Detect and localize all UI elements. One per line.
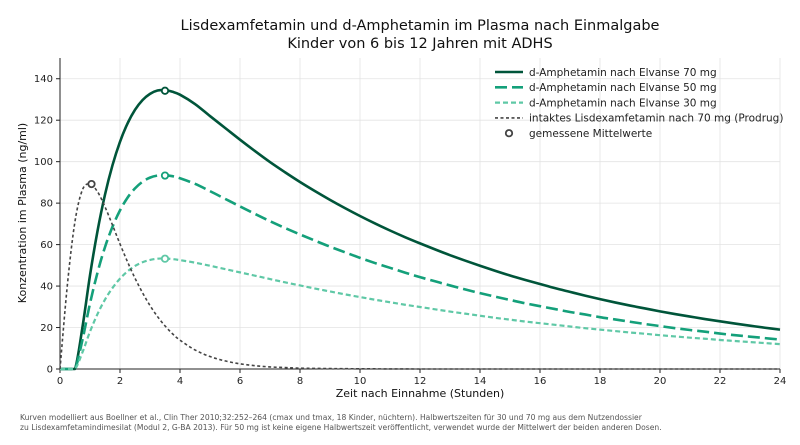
- y-tick-label: 120: [34, 116, 53, 127]
- x-tick-label: 10: [354, 376, 367, 387]
- y-tick-label: 60: [40, 240, 53, 251]
- measured-mean-point-4: [87, 179, 96, 189]
- legend-label-markers: gemessene Mittelwerte: [529, 128, 652, 140]
- series-line-1: [60, 88, 781, 371]
- measured-mean-point-1: [160, 86, 170, 95]
- x-tick-label: 18: [594, 376, 607, 387]
- x-tick-label: 4: [177, 376, 183, 387]
- footnote-line1: Kurven modelliert aus Boellner et al., C…: [20, 413, 643, 422]
- measured-mean-point-2: [160, 171, 170, 180]
- x-tick-label: 8: [297, 376, 303, 387]
- y-tick-label: 40: [40, 282, 53, 293]
- series-line-4: [59, 183, 780, 370]
- x-tick-label: 20: [654, 376, 667, 387]
- chart-title-line2: Kinder von 6 bis 12 Jahren mit ADHS: [287, 36, 552, 52]
- y-tick-label: 0: [47, 365, 53, 376]
- series-line-2: [60, 173, 781, 371]
- y-tick-label: 100: [34, 157, 53, 168]
- y-tick-label: 80: [40, 199, 53, 210]
- legend: d-Amphetamin nach Elvanse 70 mg d-Ampheta…: [495, 67, 783, 140]
- series-layer: [59, 88, 781, 371]
- y-tick-label: 20: [40, 323, 53, 334]
- y-tick-label: 140: [34, 74, 53, 85]
- x-tick-label: 14: [474, 376, 487, 387]
- footnote-line2: zu Lisdexamfetamindimesilat (Modul 2, G-…: [20, 423, 662, 432]
- series-line-3: [60, 257, 781, 371]
- x-tick-label: 16: [534, 376, 547, 387]
- legend-marker-swatch: [504, 129, 514, 138]
- y-axis-label: Konzentration im Plasma (ng/ml): [16, 123, 29, 303]
- legend-label-2: d-Amphetamin nach Elvanse 50 mg: [529, 82, 717, 94]
- x-tick-label: 2: [117, 376, 123, 387]
- x-tick-label: 12: [414, 376, 427, 387]
- measured-mean-point-3: [160, 254, 170, 263]
- x-tick-label: 22: [714, 376, 727, 387]
- x-tick-label: 0: [57, 376, 63, 387]
- x-tick-label: 24: [774, 376, 787, 387]
- legend-label-3: d-Amphetamin nach Elvanse 30 mg: [529, 97, 717, 109]
- legend-label-4: intaktes Lisdexamfetamin nach 70 mg (Pro…: [529, 113, 783, 125]
- x-tick-label: 6: [237, 376, 243, 387]
- legend-label-1: d-Amphetamin nach Elvanse 70 mg: [529, 67, 717, 79]
- markers-layer: [87, 86, 170, 263]
- x-axis-label: Zeit nach Einnahme (Stunden): [336, 387, 505, 400]
- chart-title-line1: Lisdexamfetamin und d-Amphetamin im Plas…: [181, 18, 660, 34]
